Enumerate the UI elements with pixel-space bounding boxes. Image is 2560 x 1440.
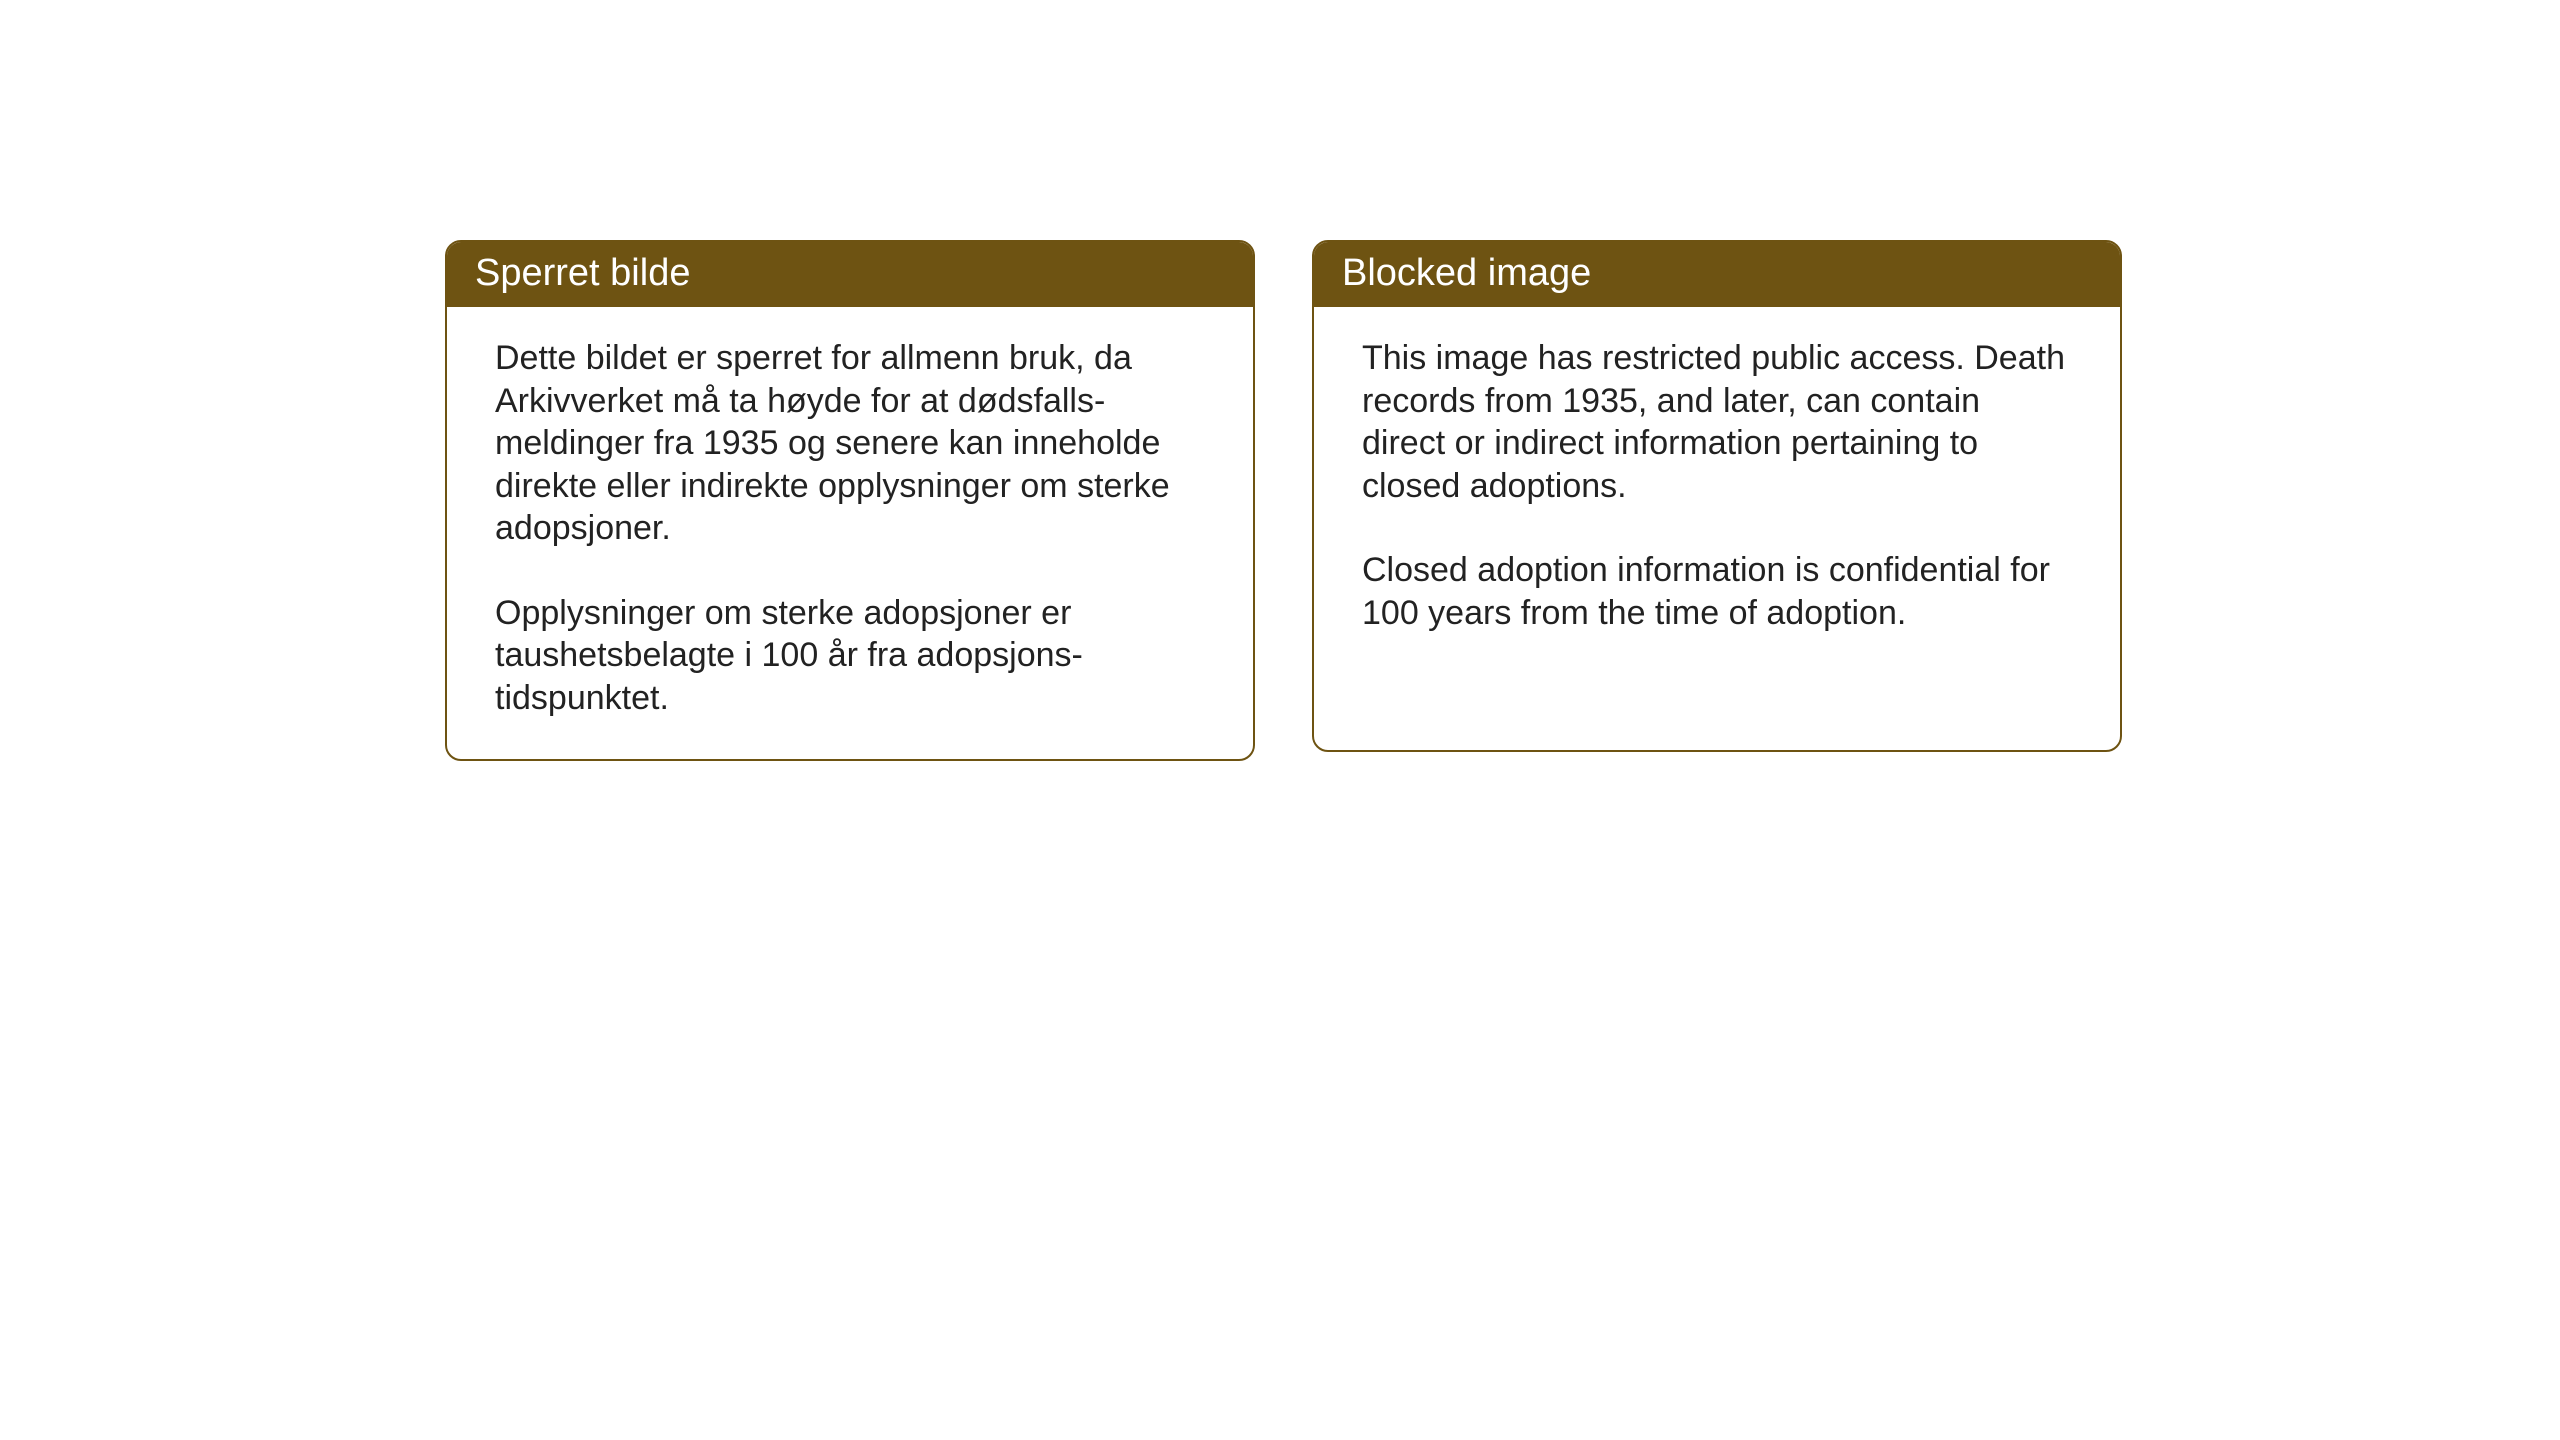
notice-title-english: Blocked image bbox=[1342, 252, 1591, 294]
notice-paragraph-2-english: Closed adoption information is confident… bbox=[1362, 549, 2072, 634]
notice-title-norwegian: Sperret bilde bbox=[475, 252, 690, 294]
notice-header-english: Blocked image bbox=[1314, 242, 2120, 307]
notice-header-norwegian: Sperret bilde bbox=[447, 242, 1253, 307]
notice-body-english: This image has restricted public access.… bbox=[1314, 307, 2120, 674]
notice-card-norwegian: Sperret bilde Dette bildet er sperret fo… bbox=[445, 240, 1255, 761]
notice-body-norwegian: Dette bildet er sperret for allmenn bruk… bbox=[447, 307, 1253, 759]
notice-card-english: Blocked image This image has restricted … bbox=[1312, 240, 2122, 752]
notice-container: Sperret bilde Dette bildet er sperret fo… bbox=[445, 240, 2122, 761]
notice-paragraph-2-norwegian: Opplysninger om sterke adopsjoner er tau… bbox=[495, 592, 1205, 720]
notice-paragraph-1-norwegian: Dette bildet er sperret for allmenn bruk… bbox=[495, 337, 1205, 550]
notice-paragraph-1-english: This image has restricted public access.… bbox=[1362, 337, 2072, 507]
